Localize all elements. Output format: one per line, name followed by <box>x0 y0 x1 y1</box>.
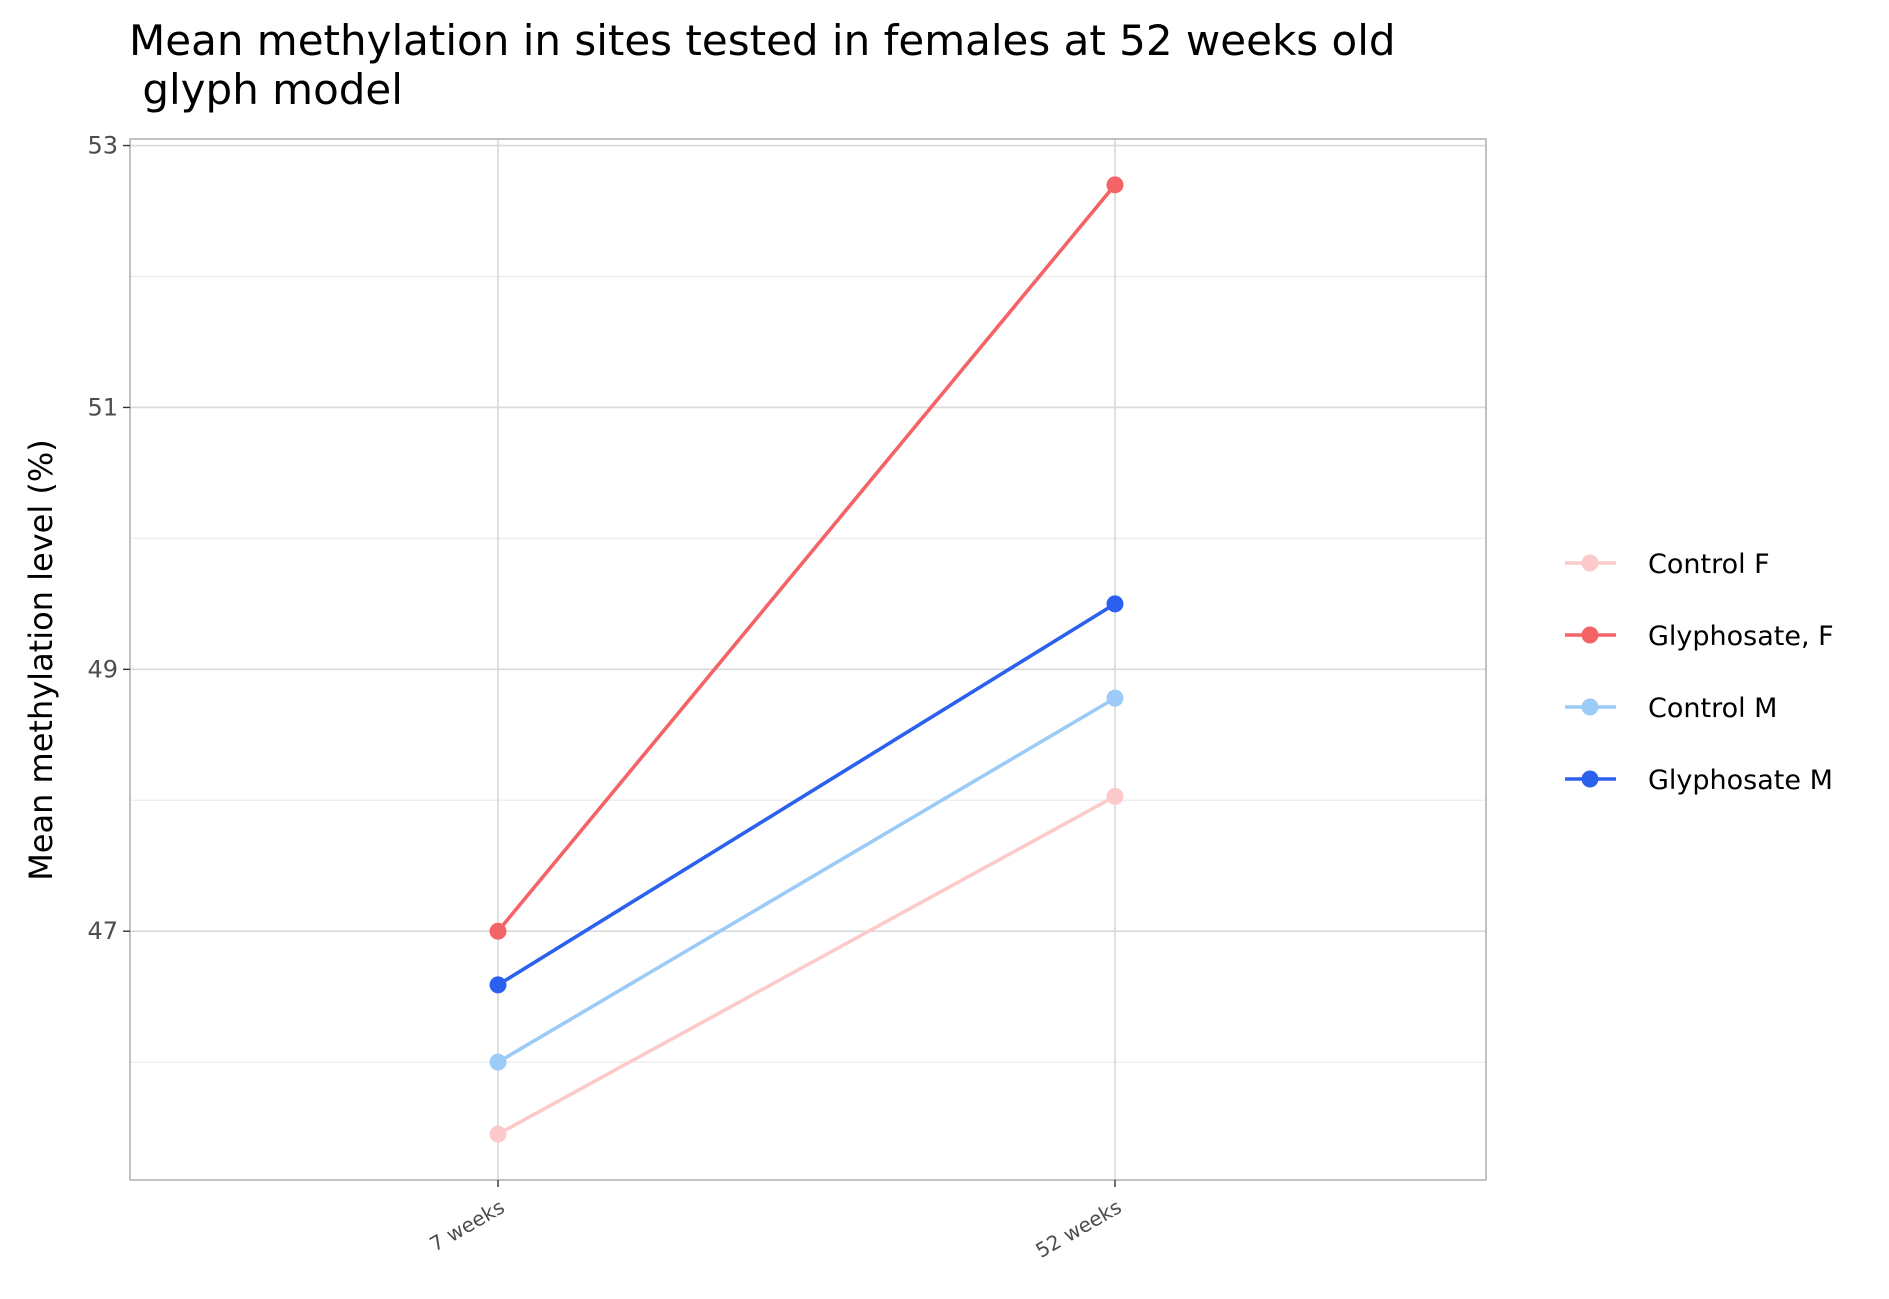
chart-title-line-2: glyph model <box>129 65 403 114</box>
legend-item-control-m: Control M <box>1565 693 1777 724</box>
y-tick-label: 49 <box>87 655 118 683</box>
y-axis-label: Mean methylation level (%) <box>22 439 60 881</box>
legend-key-marker <box>1581 698 1599 716</box>
grid-lines <box>130 139 1486 1180</box>
legend-label: Glyphosate M <box>1648 765 1833 796</box>
legend-label: Control M <box>1648 693 1777 724</box>
legend-item-control-f: Control F <box>1565 549 1770 580</box>
data-point-control-f <box>1106 787 1124 805</box>
data-point-glyphosate-m <box>489 976 507 994</box>
series-layer <box>489 176 1124 1143</box>
plot-panel-border <box>129 138 1487 1181</box>
x-tick-label: 7 weeks <box>425 1195 508 1257</box>
legend: Control F Glyphosate, F Control M Glyphosat… <box>1565 549 1834 796</box>
chart-title-line-1: Mean methylation in sites tested in fema… <box>129 16 1396 65</box>
y-axis: 47 49 51 53 <box>87 132 130 945</box>
x-axis: 7 weeks 52 weeks <box>425 1180 1126 1263</box>
data-point-control-m <box>1106 689 1124 707</box>
y-tick-label: 53 <box>87 132 118 160</box>
legend-item-glyphosate-f: Glyphosate, F <box>1565 621 1834 652</box>
data-point-glyphosate-f <box>489 922 507 940</box>
legend-key-marker <box>1581 554 1599 572</box>
legend-label: Control F <box>1648 549 1770 580</box>
data-point-glyphosate-f <box>1106 176 1124 194</box>
data-point-glyphosate-m <box>1106 595 1124 613</box>
x-tick-label: 52 weeks <box>1031 1195 1125 1263</box>
legend-label: Glyphosate, F <box>1648 621 1834 652</box>
series-line-glyphosate-f <box>496 183 1117 934</box>
legend-item-glyphosate-m: Glyphosate M <box>1565 765 1833 796</box>
series-line-glyphosate-m <box>496 602 1117 987</box>
data-point-control-m <box>489 1053 507 1071</box>
y-tick-label: 51 <box>87 393 118 421</box>
y-tick-label: 47 <box>87 917 118 945</box>
data-point-control-f <box>489 1125 507 1143</box>
legend-key-marker <box>1581 626 1599 644</box>
series-line-control-f <box>496 794 1117 1136</box>
series-line-control-m <box>496 696 1117 1064</box>
legend-key-marker <box>1581 770 1599 788</box>
